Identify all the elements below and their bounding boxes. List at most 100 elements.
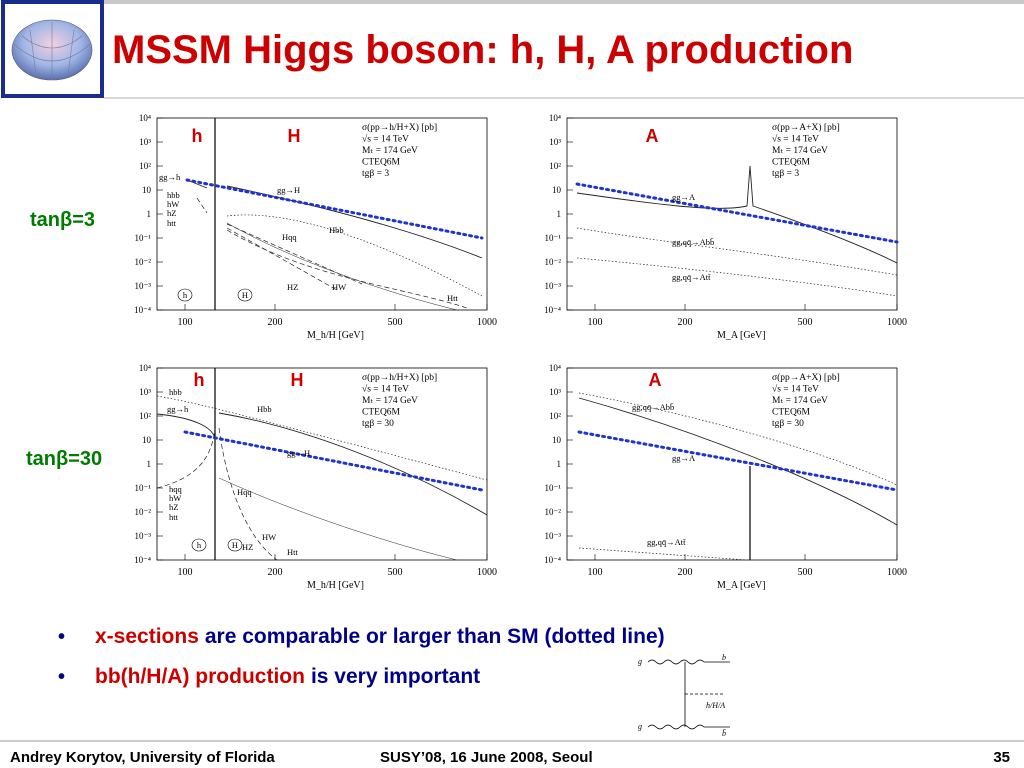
y-tick-label: 10⁻⁴ xyxy=(134,305,151,315)
y-tick-label: 10 xyxy=(142,185,152,195)
y-tick-label: 10⁻³ xyxy=(135,531,152,541)
y-tick-label: 10⁻³ xyxy=(545,281,562,291)
y-tick-label: 10⁻¹ xyxy=(545,233,562,243)
top-bar xyxy=(100,0,1024,4)
particle-marker: A xyxy=(646,126,659,146)
x-tick-label: 100 xyxy=(178,567,193,578)
y-tick-label: 10² xyxy=(549,411,561,421)
curve-label: Hqq xyxy=(282,232,297,242)
curve xyxy=(226,229,468,309)
legend-line: √s = 14 TeV xyxy=(772,134,819,145)
x-tick-label: 500 xyxy=(388,567,403,578)
legend-line: σ(pp→A+X) [pb] xyxy=(772,372,840,383)
row-label: tanβ=3 xyxy=(30,209,95,231)
legend-line: CTEQ6M xyxy=(362,408,401,418)
legend-line: Mₜ = 174 GeV xyxy=(772,146,828,156)
curve-label: gg,qq̄→Att̄ xyxy=(672,272,711,282)
x-tick-label: 1000 xyxy=(477,567,497,578)
x-tick-label: 200 xyxy=(268,567,283,578)
x-axis-label: M_A [GeV] xyxy=(717,580,766,591)
logo-mesh xyxy=(13,22,91,80)
curve-label: gg→A xyxy=(672,453,696,463)
slide-title: MSSM Higgs boson: h, H, A production xyxy=(112,28,853,72)
y-tick-label: 10⁻³ xyxy=(135,281,152,291)
circled-label: H xyxy=(232,540,238,550)
curve-label: gg,qq̄→Abb̄ xyxy=(632,402,674,412)
y-tick-label: 10⁻¹ xyxy=(135,233,152,243)
y-tick-label: 10 xyxy=(552,435,562,445)
curve xyxy=(578,547,748,561)
curve-label: HW xyxy=(262,532,276,542)
diagram-label: b xyxy=(722,653,726,662)
particle-marker: H xyxy=(288,126,301,146)
x-axis-label: M_A [GeV] xyxy=(717,330,766,341)
legend-line: σ(pp→h/H+X) [pb] xyxy=(362,372,437,383)
y-tick-label: 10⁴ xyxy=(549,363,561,373)
plot-frame xyxy=(156,367,488,561)
sm-line xyxy=(575,182,899,244)
footer-page: 35 xyxy=(993,749,1010,766)
curve-label: gg→H xyxy=(287,448,310,458)
curve xyxy=(578,397,898,526)
diagram-label: g xyxy=(638,722,642,731)
legend-line: √s = 14 TeV xyxy=(362,384,409,395)
particle-marker: A xyxy=(649,370,662,390)
curve xyxy=(218,477,458,561)
footer-event: SUSY’08, 16 June 2008, Seoul xyxy=(380,749,593,766)
particle-marker: H xyxy=(291,370,304,390)
curve-label: htt xyxy=(167,218,177,228)
x-axis-label: M_h/H [GeV] xyxy=(307,580,364,591)
curve xyxy=(576,227,898,276)
x-tick-label: 100 xyxy=(178,317,193,328)
circle-mark xyxy=(191,538,207,552)
legend-line: tgβ = 3 xyxy=(362,169,389,179)
y-tick-label: 10² xyxy=(139,411,151,421)
curve-label: gg→H xyxy=(277,185,300,195)
footer-author: Andrey Korytov, University of Florida xyxy=(10,749,275,766)
circle-mark xyxy=(177,288,193,302)
y-tick-label: 10⁻¹ xyxy=(545,483,562,493)
y-tick-label: 10⁻⁴ xyxy=(134,555,151,565)
plot: 10⁴ 10³ 10² 10 1 10⁻¹ 10⁻² 10⁻³ 10⁻⁴ 100 200 500 100… xyxy=(544,113,907,341)
curve-label: gg→h xyxy=(167,404,189,414)
y-tick-label: 10³ xyxy=(549,387,561,397)
y-tick-label: 10 xyxy=(142,435,152,445)
x-tick-label: 1000 xyxy=(477,317,497,328)
curve-label: HZ xyxy=(287,282,298,292)
curve-label: gg,qq̄→Att̄ xyxy=(647,537,686,547)
bullet-highlight: bb(h/H/A) production xyxy=(95,665,305,688)
curve-label: gg→A xyxy=(672,192,696,202)
y-tick-label: 10² xyxy=(139,161,151,171)
curve xyxy=(226,227,338,291)
bullet-text: are comparable or larger than SM (dotted… xyxy=(205,625,665,648)
plot: 10⁴ 10³ 10² 10 1 10⁻¹ 10⁻² 10⁻³ 10⁻⁴ 100 200 500 100… xyxy=(134,363,497,591)
bullet-mark: • xyxy=(58,666,65,688)
plot: 10⁴ 10³ 10² 10 1 10⁻¹ 10⁻² 10⁻³ 10⁻⁴ 100 200 500 100… xyxy=(134,113,497,341)
diagram-label: h/H/A xyxy=(706,701,725,710)
legend-line: σ(pp→h/H+X) [pb] xyxy=(362,122,437,133)
legend-line: Mₜ = 174 GeV xyxy=(362,396,418,406)
y-tick-label: 10³ xyxy=(549,137,561,147)
plots: 10⁴ 10³ 10² 10 1 10⁻¹ 10⁻² 10⁻³ 10⁻⁴ 100 200 500 100… xyxy=(134,113,907,591)
diagram-label: g xyxy=(638,657,642,666)
curve-label: HW xyxy=(332,282,346,292)
x-axis-label: M_h/H [GeV] xyxy=(307,330,364,341)
y-tick-label: 10 xyxy=(552,185,562,195)
y-tick-label: 10⁴ xyxy=(549,113,561,123)
legend-line: CTEQ6M xyxy=(772,408,811,418)
diagram-label: b̄ xyxy=(722,729,726,738)
y-tick-label: 10³ xyxy=(139,137,151,147)
legend-line: √s = 14 TeV xyxy=(772,384,819,395)
bullet-text: is very important xyxy=(311,665,480,688)
curve xyxy=(226,222,458,311)
legend-line: Mₜ = 174 GeV xyxy=(362,146,418,156)
curve-label: hZ xyxy=(169,502,178,512)
x-tick-label: 500 xyxy=(798,317,813,328)
y-tick-label: 10⁻² xyxy=(135,507,152,517)
y-tick-label: 10⁴ xyxy=(139,363,151,373)
circled-label: h xyxy=(183,290,188,300)
bullet-mark: • xyxy=(58,626,65,648)
curve xyxy=(576,257,898,297)
feynman-diagram: g b h/H/A g b̄ xyxy=(638,653,730,738)
sm-line xyxy=(577,430,899,492)
